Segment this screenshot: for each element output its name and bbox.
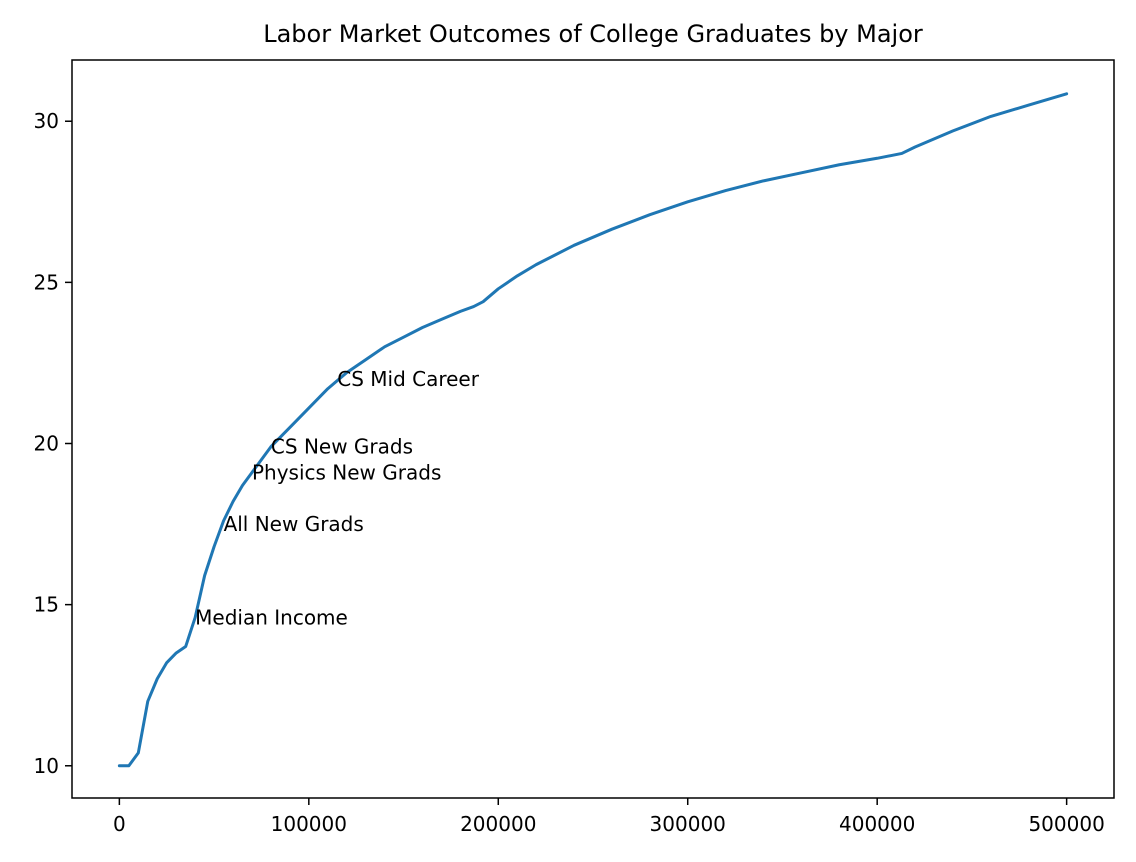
series-line xyxy=(117,92,1069,768)
plot-frame xyxy=(71,59,1115,799)
x-tick-label-100000: 100000 xyxy=(271,812,347,836)
annotation-3: CS New Grads xyxy=(271,435,413,459)
annotation-0: Median Income xyxy=(195,606,348,630)
x-tick-label-300000: 300000 xyxy=(650,812,726,836)
y-tick-label-10: 10 xyxy=(34,754,59,778)
chart-title: Labor Market Outcomes of College Graduat… xyxy=(263,20,923,48)
y-tick-label-25: 25 xyxy=(34,270,59,294)
y-tick-label-15: 15 xyxy=(34,593,59,617)
x-tick-label-200000: 200000 xyxy=(460,812,536,836)
x-tick-label-500000: 500000 xyxy=(1028,812,1104,836)
y-tick-label-30: 30 xyxy=(34,109,59,133)
annotation-1: All New Grads xyxy=(224,512,364,536)
y-tick-label-20: 20 xyxy=(34,432,59,456)
annotation-4: CS Mid Career xyxy=(337,367,479,391)
x-tick-label-400000: 400000 xyxy=(839,812,915,836)
annotation-2: Physics New Grads xyxy=(252,461,441,485)
x-tick-label-0: 0 xyxy=(113,812,126,836)
